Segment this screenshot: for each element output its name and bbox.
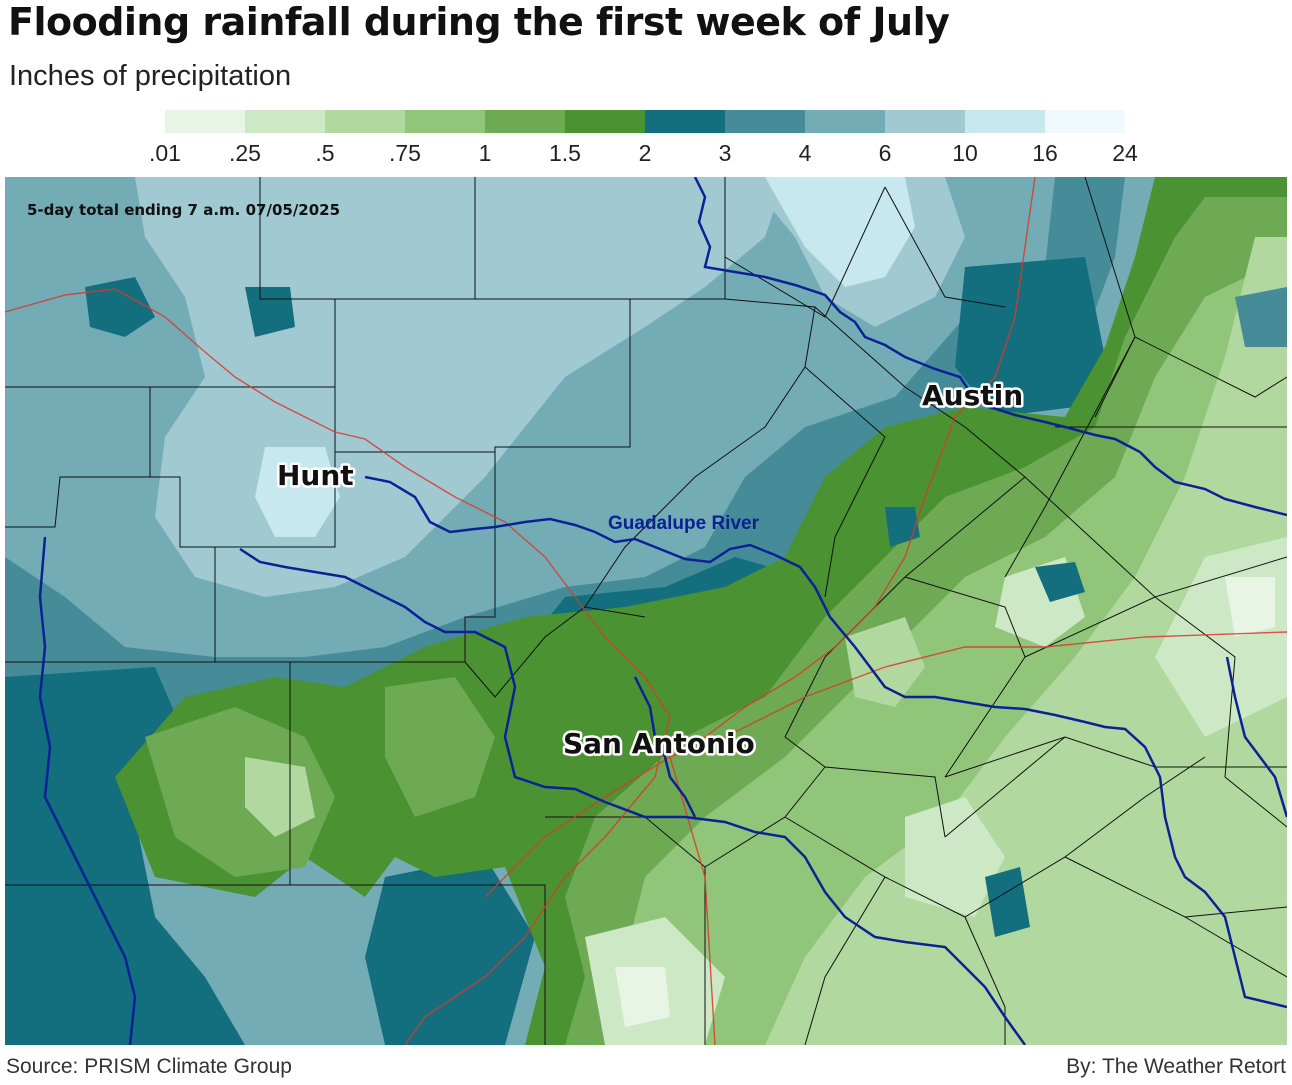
legend-swatch (965, 110, 1045, 133)
legend-swatch (725, 110, 805, 133)
legend-swatch (165, 110, 245, 133)
legend-tick-label: 4 (798, 140, 812, 166)
legend-tick-label: 24 (1112, 140, 1138, 166)
precipitation-legend: .01 .25 .5 .75 1 1.5 2 3 4 6 10 16 24 (0, 0, 1292, 175)
river-label-guadalupe: Guadalupe River (608, 513, 760, 534)
rivers (38, 177, 1287, 1045)
legend-swatch (405, 110, 485, 133)
legend-tick-label: 1 (478, 140, 492, 166)
city-label-hunt: Hunt (277, 459, 354, 492)
legend-swatch (245, 110, 325, 133)
county-lines (5, 177, 1287, 1045)
map-date-note: 5-day total ending 7 a.m. 07/05/2025 (27, 201, 340, 219)
legend-swatch (325, 110, 405, 133)
legend-tick-label: 10 (952, 140, 978, 166)
highways (5, 177, 1287, 1045)
legend-swatch (885, 110, 965, 133)
legend-swatch (805, 110, 885, 133)
rainfall-contours (5, 177, 1287, 1045)
rainfall-map: 5-day total ending 7 a.m. 07/05/2025 Hun… (5, 177, 1287, 1045)
source-credit: Source: PRISM Climate Group (6, 1055, 292, 1078)
legend-swatch (485, 110, 565, 133)
city-label-san-antonio: San Antonio (563, 727, 755, 760)
map-canvas: 5-day total ending 7 a.m. 07/05/2025 Hun… (5, 177, 1287, 1045)
legend-tick-label: 16 (1032, 140, 1058, 166)
legend-tick-label: 1.5 (549, 140, 581, 166)
legend-tick-label: 3 (718, 140, 732, 166)
legend-swatch (565, 110, 645, 133)
chart-subtitle: Inches of precipitation (9, 60, 292, 92)
legend-tick-label: .01 (149, 140, 181, 166)
legend-tick-label: .25 (229, 140, 261, 166)
chart-title: Flooding rainfall during the first week … (8, 0, 950, 44)
legend-tick-label: .5 (315, 140, 335, 166)
legend-swatch (1045, 110, 1125, 133)
city-label-austin: Austin (922, 379, 1023, 412)
legend-swatch (645, 110, 725, 133)
legend-tick-label: 2 (638, 140, 652, 166)
author-credit: By: The Weather Retort (1066, 1055, 1286, 1078)
legend-tick-label: 6 (878, 140, 892, 166)
legend-tick-label: .75 (389, 140, 421, 166)
